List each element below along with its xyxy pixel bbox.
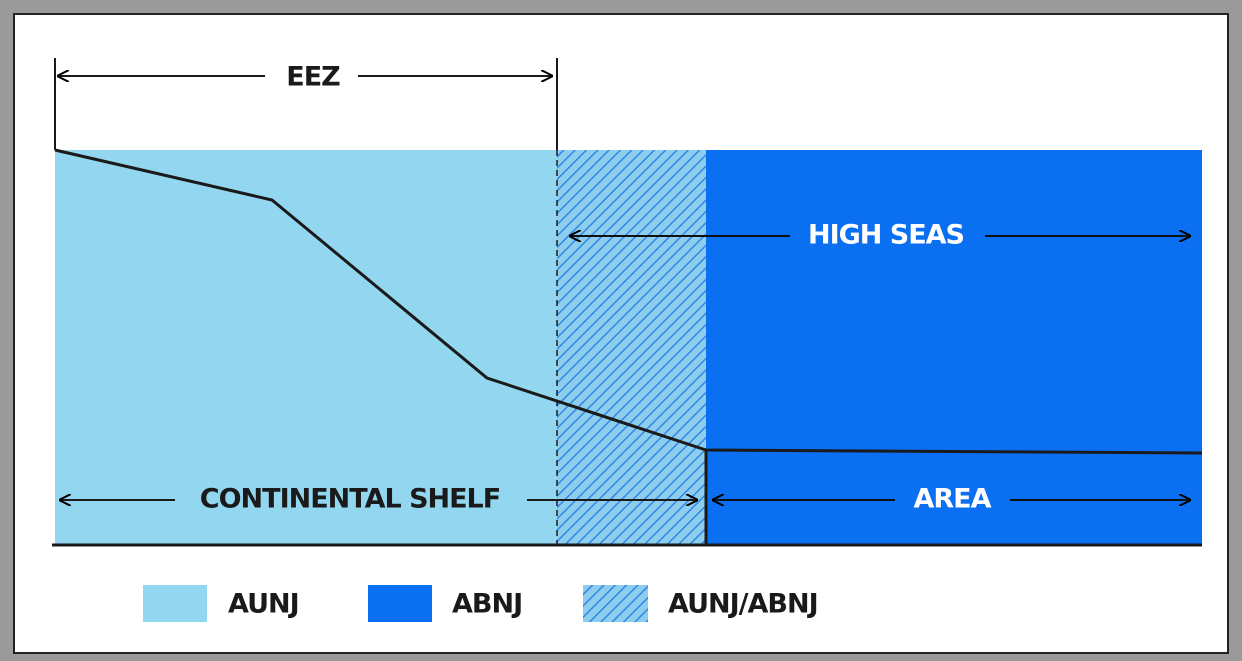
aunj-zone — [55, 150, 557, 545]
legend-label: AUNJ — [228, 589, 299, 620]
continental-shelf-label: CONTINENTAL SHELF — [200, 484, 500, 515]
seabed-line — [54, 148, 1203, 455]
legend-swatch — [368, 585, 432, 622]
abnj-zone — [706, 150, 1202, 545]
legend-label: ABNJ — [452, 589, 522, 620]
legend-swatch — [143, 585, 207, 622]
aunj-abnj-zone — [557, 150, 706, 545]
eez-label: EEZ — [286, 62, 340, 93]
high-seas-label: HIGH SEAS — [808, 220, 964, 251]
area-label: AREA — [913, 484, 991, 515]
legend-label: AUNJ/ABNJ — [668, 589, 818, 620]
legend-swatch — [583, 585, 648, 622]
